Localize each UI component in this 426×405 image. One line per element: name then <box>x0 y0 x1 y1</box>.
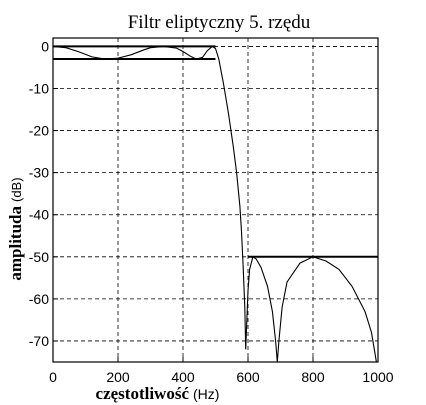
y-tick-label: 0 <box>41 38 49 54</box>
y-tick-label: -10 <box>29 80 49 96</box>
chart-title: Filtr eliptyczny 5. rzędu <box>128 12 311 33</box>
y-tick-label: -70 <box>29 333 49 349</box>
y-axis-label-group: amplituda (dB) <box>6 177 25 280</box>
y-axis-unit: (dB) <box>9 177 24 202</box>
y-tick-label: -60 <box>29 291 49 307</box>
grid <box>53 38 378 362</box>
x-tick-label: 600 <box>236 369 260 385</box>
y-tick-label: -20 <box>29 123 49 139</box>
x-axis-label: częstotliwość <box>96 384 190 403</box>
x-tick-label: 200 <box>106 369 130 385</box>
plot-area <box>52 37 379 363</box>
y-axis-ticks: 0 -10 -20 -30 -40 -50 -60 -70 <box>29 38 58 349</box>
x-axis-unit: (Hz) <box>193 386 219 402</box>
response-curve <box>52 45 377 363</box>
y-tick-label: -30 <box>29 165 49 181</box>
plot-frame <box>52 37 379 363</box>
x-tick-label: 400 <box>171 369 195 385</box>
x-axis-ticks: 0 200 400 600 800 1000 <box>49 357 394 385</box>
y-tick-label: -40 <box>29 207 49 223</box>
x-tick-label: 800 <box>301 369 325 385</box>
y-axis-label: amplituda <box>6 206 25 281</box>
y-tick-label: -50 <box>29 249 49 265</box>
plot-background <box>53 38 378 362</box>
x-tick-label: 0 <box>49 369 57 385</box>
x-tick-label: 1000 <box>362 369 393 385</box>
